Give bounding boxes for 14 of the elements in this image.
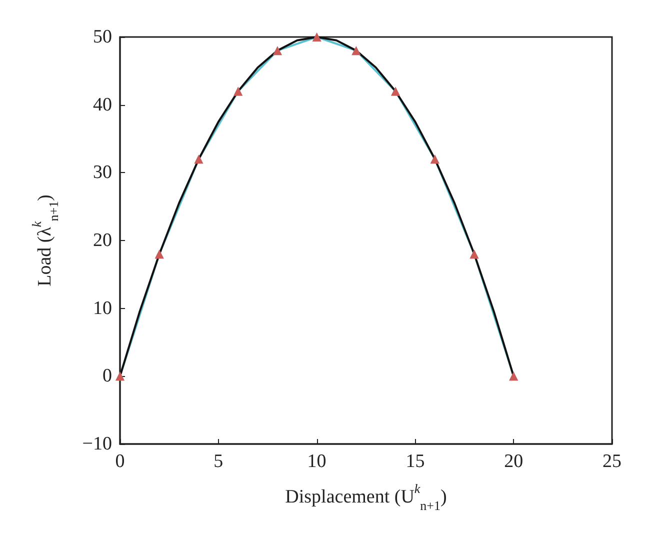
y-tick-label: 40 xyxy=(93,94,112,116)
x-tick-label: 0 xyxy=(115,451,125,472)
x-tick-label: 5 xyxy=(214,451,224,472)
x-tick-label: 25 xyxy=(602,451,622,472)
y-tick-label: 50 xyxy=(93,26,112,48)
y-axis-title: Load (λkn+1) xyxy=(29,194,61,286)
x-tick-label: 20 xyxy=(504,451,524,472)
x-tick-label: 10 xyxy=(307,451,326,472)
x-tick-label: 15 xyxy=(406,451,425,472)
y-tick-label: 0 xyxy=(102,366,112,387)
y-tick-label: −10 xyxy=(82,434,112,454)
y-tick-label: 30 xyxy=(93,162,112,184)
y-tick-label: 10 xyxy=(93,298,112,319)
y-tick-label: 20 xyxy=(93,230,112,251)
